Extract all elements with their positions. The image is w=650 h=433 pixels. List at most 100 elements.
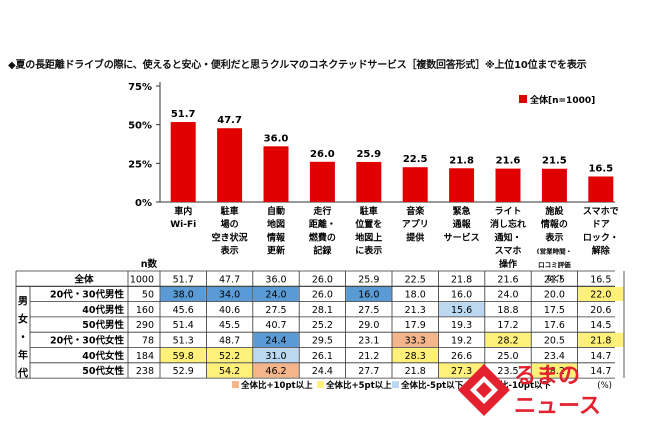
table-cell: 24.4: [312, 366, 333, 377]
table-cell: 25.9: [358, 274, 379, 285]
table-cell: 27.7: [358, 366, 379, 377]
group-label-char: 女: [18, 312, 28, 325]
table-cell: 52.2: [219, 351, 240, 362]
category-label: 場の: [221, 218, 239, 230]
table-cell: 52.9: [173, 366, 194, 377]
cell-highlight: [392, 348, 438, 363]
table-cell: 21.8: [590, 336, 611, 347]
y-tick-label: 0%: [135, 198, 152, 209]
category-label: 提供: [406, 231, 424, 243]
cell-highlight: [346, 286, 392, 302]
bar: [263, 146, 289, 202]
category-label: Wi-Fi: [170, 220, 196, 230]
category-label: (営業時間・: [537, 247, 572, 256]
bar: [588, 176, 614, 202]
data-label: 25.9: [356, 149, 381, 160]
logo-mark-icon: [458, 364, 510, 416]
data-label: 47.7: [217, 115, 242, 126]
row-label: 全体: [73, 273, 94, 285]
chart-title: ◆夏の長距離ドライブの際に、使えると安心・便利だと思うクルマのコネクテッドサービ…: [8, 60, 587, 71]
table-cell: 48.7: [219, 336, 240, 347]
category-label: 情報の: [540, 218, 568, 230]
table-cell: 20.6: [590, 305, 611, 316]
table-cell: 33.3: [405, 336, 426, 347]
highlight-swatch: [392, 381, 399, 389]
category-label: 消し忘れ: [490, 218, 526, 230]
table-cell: 17.9: [405, 320, 426, 331]
data-label: 51.7: [171, 109, 196, 120]
n-value: 50: [142, 290, 154, 301]
n-value: 160: [136, 305, 154, 316]
cell-highlight: [392, 332, 438, 347]
category-label: 表示: [220, 245, 239, 257]
table-cell: 31.0: [265, 351, 286, 362]
group-label-char: 代: [17, 366, 28, 379]
cell-highlight: [531, 363, 578, 378]
table-cell: 21.8: [451, 274, 472, 285]
bar: [170, 122, 196, 202]
row-label: 40代女性: [82, 350, 124, 362]
group-label-char: 男: [18, 295, 28, 307]
table-cell: 24.0: [265, 290, 286, 301]
category-label: スマホ: [495, 246, 522, 257]
table-cell: 19.2: [451, 336, 472, 347]
category-label: 燃費の: [309, 231, 336, 243]
table-cell: 25.0: [497, 351, 518, 362]
table-cell: 21.3: [405, 305, 426, 316]
table-cell: 16.0: [358, 290, 379, 301]
table-cell: 54.2: [219, 366, 240, 377]
table-cell: 25.2: [312, 320, 333, 331]
category-label: 情報: [266, 231, 286, 243]
data-label: 22.5: [403, 154, 428, 165]
category-label: アプリ: [402, 218, 429, 230]
table-cell: 17.5: [544, 305, 565, 316]
n-value: 238: [136, 366, 154, 377]
category-label: 地図上: [355, 231, 382, 243]
highlight-label: 全体比-5pt以下: [400, 380, 464, 391]
table-cell: 26.0: [312, 274, 333, 285]
cell-highlight: [253, 332, 299, 347]
bar: [449, 168, 475, 202]
category-label: 音楽: [406, 205, 425, 217]
table-cell: 28.2: [497, 336, 518, 347]
table-cell: 19.3: [451, 320, 472, 331]
data-label: 21.5: [542, 156, 567, 167]
bar: [541, 168, 567, 202]
category-label: ロック・: [583, 232, 619, 243]
cell-highlight: [206, 363, 253, 378]
table-cell: 22.5: [405, 274, 426, 285]
bar: [217, 128, 243, 202]
table-cell: 22.0: [590, 290, 611, 301]
category-label: に表示: [355, 245, 382, 257]
cell-highlight: [160, 286, 206, 302]
category-label: 空き状況: [212, 231, 248, 243]
row-label: 40代男性: [82, 304, 124, 316]
n-value: 78: [142, 336, 154, 347]
bar: [356, 161, 382, 202]
table-cell: 26.6: [451, 351, 472, 362]
n-header: n数: [141, 258, 158, 270]
table-cell: 20.5: [544, 336, 565, 347]
category-label: 駐車: [360, 205, 378, 217]
table-cell: 27.5: [265, 305, 286, 316]
table-cell: 28.2: [544, 366, 565, 377]
category-label: 操作: [499, 258, 517, 270]
category-label: 解除: [592, 245, 611, 257]
table-cell: 28.3: [405, 351, 426, 362]
table-cell: 21.2: [358, 351, 379, 362]
category-label: 更新: [267, 245, 285, 257]
cell-highlight: [253, 348, 299, 363]
category-label: 地図: [267, 218, 285, 230]
y-tick-label: 25%: [128, 159, 152, 170]
n-value: 184: [136, 351, 154, 362]
row-label: 50代女性: [82, 365, 124, 377]
table-cell: 51.3: [173, 336, 194, 347]
cell-highlight: [253, 363, 299, 378]
category-label: ドア: [592, 219, 610, 230]
table-cell: 29.0: [358, 320, 379, 331]
table-cell: 17.6: [544, 320, 565, 331]
category-label: 通知・: [494, 231, 521, 243]
table-cell: 20.0: [544, 290, 565, 301]
data-label: 26.0: [310, 149, 335, 160]
